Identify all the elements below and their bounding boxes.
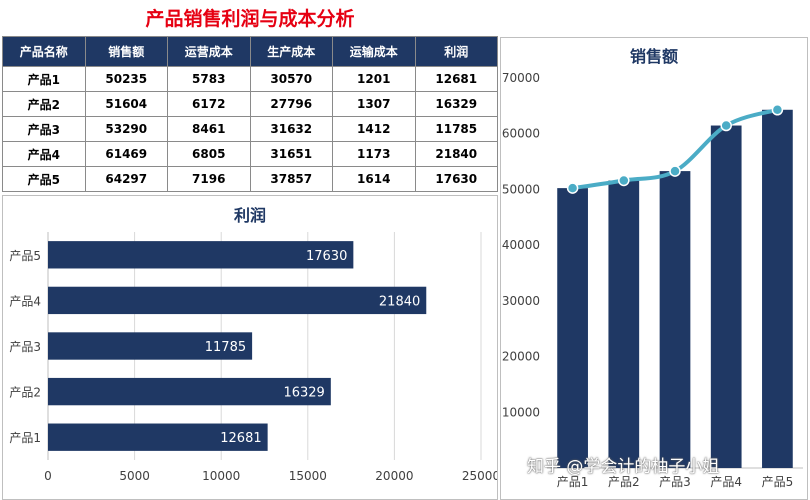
table-cell: 1201 (332, 66, 416, 92)
table-cell: 16329 (414, 91, 498, 117)
x-category-label: 产品1 (557, 475, 589, 489)
y-tick-label: 40000 (502, 238, 540, 252)
table-row: 产品2 51604 6172 27796 1307 16329 (2, 91, 498, 117)
profit-chart-panel: 利润 0 5000 10000 15000 20000 25000 12681 产品1 1632… (2, 195, 498, 500)
sales-column-chart: 10000 20000 30000 40000 50000 60000 70000 产品1 产品… (502, 71, 803, 489)
table-cell: 64297 (84, 166, 168, 192)
table-cell: 8461 (167, 116, 251, 142)
header-profit: 利润 (414, 36, 498, 67)
x-tick-label: 10000 (202, 469, 240, 483)
table-header-row: 产品名称 销售额 运营成本 生产成本 运输成本 利润 (2, 36, 498, 67)
table-row: 产品3 53290 8461 31632 1412 11785 (2, 116, 498, 142)
table-cell: 30570 (249, 66, 333, 92)
y-tick-label: 70000 (502, 71, 540, 85)
header-product-name: 产品名称 (2, 36, 86, 67)
sales-chart-panel: 销售额 10000 20000 30000 40000 50000 60000 70000 产… (500, 37, 808, 500)
x-category-label: 产品4 (710, 475, 742, 489)
sales-line-point (566, 182, 579, 194)
table-row: 产品1 50235 5783 30570 1201 12681 (2, 66, 498, 92)
table-cell: 6172 (167, 91, 251, 117)
profit-chart-title: 利润 (233, 206, 266, 225)
table-cell: 17630 (414, 166, 498, 192)
x-tick-label: 5000 (119, 469, 150, 483)
y-tick-label: 60000 (502, 127, 540, 141)
profit-bar (48, 423, 268, 451)
y-category-label: 产品3 (9, 340, 41, 354)
sales-bar (710, 125, 742, 469)
sales-line-point (771, 104, 784, 116)
sales-line-point (618, 174, 630, 187)
y-category-label: 产品4 (9, 294, 41, 308)
header-production-cost: 生产成本 (249, 36, 333, 67)
profit-bar (48, 286, 427, 315)
table-cell: 产品3 (2, 116, 86, 142)
x-category-label: 产品5 (762, 475, 794, 489)
x-category-label: 产品3 (659, 475, 691, 489)
table-cell: 产品2 (2, 91, 86, 117)
profit-bar (48, 241, 354, 269)
sales-chart-title: 销售额 (629, 47, 678, 66)
table-row: 产品5 64297 7196 37857 1614 17630 (2, 166, 498, 192)
table-cell: 产品4 (2, 141, 86, 167)
table-cell: 61469 (84, 141, 168, 167)
table-cell: 1614 (332, 166, 416, 192)
y-category-label: 产品2 (9, 386, 41, 400)
y-category-label: 产品1 (9, 431, 41, 445)
profit-data-label: 12681 (220, 431, 261, 446)
table-cell: 51604 (84, 91, 168, 117)
sales-bar (659, 171, 691, 468)
x-tick-label: 25000 (462, 469, 497, 483)
table-cell: 31632 (249, 116, 333, 142)
table-cell: 1307 (332, 91, 416, 117)
table-cell: 1412 (332, 116, 416, 142)
watermark: 知乎 @学会计的柚子小姐 (527, 457, 720, 477)
profit-data-label: 11785 (205, 340, 246, 355)
y-tick-label: 10000 (502, 405, 540, 419)
table-cell: 6805 (167, 141, 251, 167)
sales-line-point (720, 119, 732, 132)
profit-data-label: 21840 (379, 294, 420, 309)
sales-bar (762, 109, 793, 468)
table-cell: 21840 (414, 141, 498, 167)
table-cell: 5783 (167, 66, 251, 92)
y-tick-label: 50000 (502, 182, 540, 196)
x-tick-label: 15000 (289, 469, 327, 483)
x-tick-label: 0 (44, 469, 52, 483)
x-category-label: 产品2 (608, 475, 640, 489)
table-cell: 1173 (332, 141, 416, 167)
table-row: 产品4 61469 6805 31651 1173 21840 (2, 141, 498, 167)
sales-bar (608, 180, 640, 468)
table-cell: 31651 (249, 141, 333, 167)
header-sales: 销售额 (84, 36, 168, 67)
data-table: 产品名称 销售额 运营成本 生产成本 运输成本 利润 产品1 50235 578… (2, 36, 498, 192)
table-cell: 12681 (414, 66, 498, 92)
profit-data-label: 17630 (306, 249, 347, 264)
sales-bar (557, 188, 588, 468)
header-shipping-cost: 运输成本 (332, 36, 416, 67)
profit-bar (48, 332, 253, 360)
table-cell: 产品5 (2, 166, 86, 192)
profit-bar (48, 377, 331, 406)
table-cell: 产品1 (2, 66, 86, 92)
sales-line-point (669, 165, 681, 177)
profit-data-label: 16329 (283, 386, 324, 401)
table-cell: 50235 (84, 66, 168, 92)
table-cell: 7196 (167, 166, 251, 192)
profit-bar-chart: 0 5000 10000 15000 20000 25000 12681 产品1 16329 产品… (9, 232, 497, 483)
y-category-label: 产品5 (9, 249, 41, 263)
table-cell: 27796 (249, 91, 333, 117)
table-cell: 11785 (414, 116, 498, 142)
table-cell: 53290 (84, 116, 168, 142)
x-tick-label: 20000 (375, 469, 413, 483)
y-tick-label: 20000 (502, 350, 540, 364)
page-title: 产品销售利润与成本分析 (145, 8, 355, 30)
table-cell: 37857 (249, 166, 333, 192)
header-operating-cost: 运营成本 (167, 36, 251, 67)
y-tick-label: 30000 (502, 294, 540, 308)
